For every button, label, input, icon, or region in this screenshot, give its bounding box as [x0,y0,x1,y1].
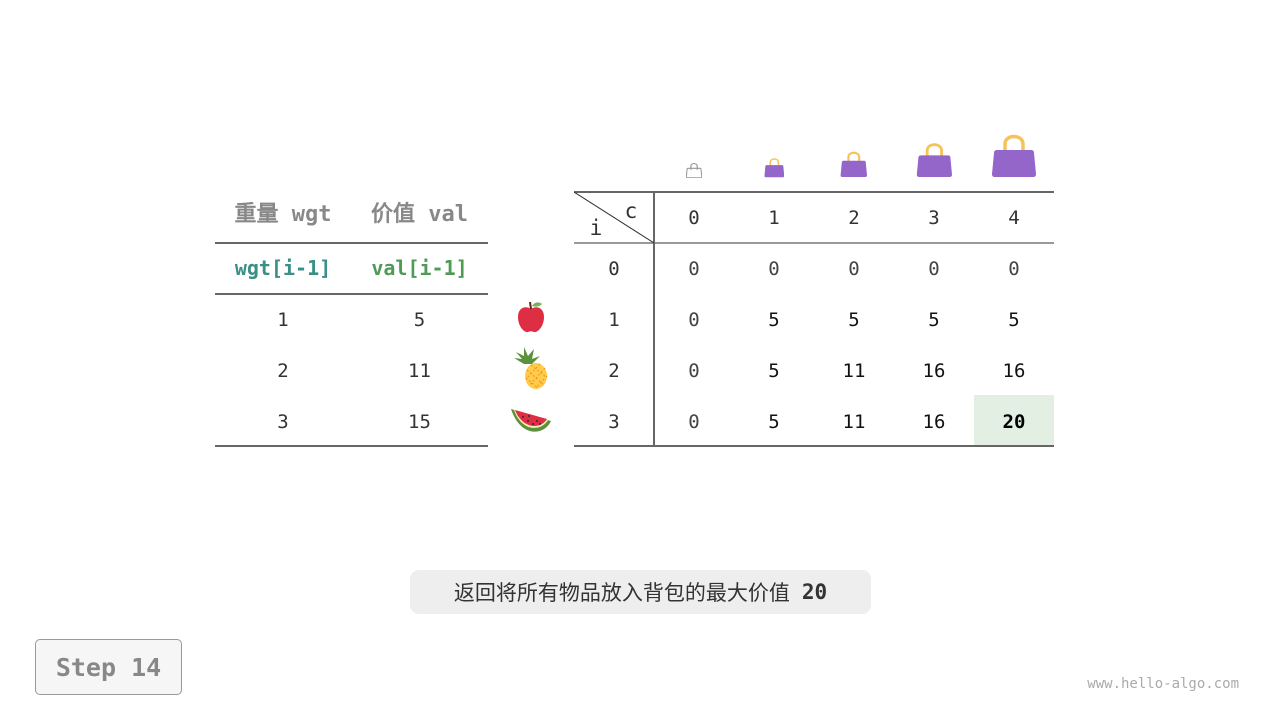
divider [574,242,1054,244]
capacity-header: 3 [928,206,940,229]
capacity-header: 2 [848,206,860,229]
dp-cell: 16 [1002,359,1026,382]
dp-cell: 5 [768,410,780,433]
dp-cell: 0 [848,257,860,280]
divider [215,445,488,447]
dp-cell: 0 [688,359,700,382]
capacity-header: 4 [1008,206,1020,229]
dp-cell: 11 [842,359,866,382]
dp-cell: 5 [928,308,940,331]
divider [574,191,1054,193]
bag-icon [916,143,952,178]
dp-cell: 16 [922,410,946,433]
caption: 返回将所有物品放入背包的最大价值 20 [410,570,871,614]
dp-cell: 5 [848,308,860,331]
dp-cell: 16 [922,359,946,382]
dp-cell: 0 [928,257,940,280]
dp-cell: 0 [688,308,700,331]
caption-text: 返回将所有物品放入背包的最大价值 [453,581,790,605]
row-label: 2 [608,359,620,382]
dp-cell: 20 [1002,410,1026,433]
subheader-value: val[i-1] [371,256,468,280]
bag-icon [840,152,868,178]
bag-icon [992,134,1036,177]
bag-icon [685,162,703,178]
corner-row-label: i [589,216,603,240]
bag-icon [764,158,784,178]
watermark: www.hello-algo.com [1087,676,1239,692]
capacity-header: 1 [768,206,780,229]
watermelon-icon [511,409,551,432]
highlight-cell [974,395,1054,446]
row-label: 3 [608,410,620,433]
dp-cell: 5 [1008,308,1020,331]
divider [574,445,1054,447]
item-value: 15 [408,410,431,433]
dp-cell: 5 [768,359,780,382]
item-value: 5 [413,308,426,331]
item-weight: 2 [277,359,289,382]
divider [653,192,655,446]
caption-value: 20 [801,580,828,604]
step-button[interactable]: Step 14 [35,639,182,695]
capacity-header: 0 [688,206,700,229]
dp-cell: 0 [688,410,700,433]
divider [215,242,488,244]
item-weight: 3 [277,410,289,433]
item-value: 11 [408,359,431,382]
dp-cell: 0 [768,257,780,280]
header-weight: 重量 wgt [234,202,332,227]
corner-diagonal [574,192,654,244]
row-label: 1 [608,308,620,331]
header-value: 价值 val [371,202,468,227]
apple-icon [518,301,544,333]
dp-cell: 0 [1008,257,1020,280]
corner-col-label: c [624,199,638,223]
row-label: 0 [608,257,620,280]
dp-cell: 11 [842,410,866,433]
subheader-weight: wgt[i-1] [234,256,332,280]
pineapple-icon [514,347,548,389]
dp-cell: 0 [688,257,700,280]
item-weight: 1 [277,308,289,331]
divider [215,293,488,295]
dp-cell: 5 [768,308,780,331]
